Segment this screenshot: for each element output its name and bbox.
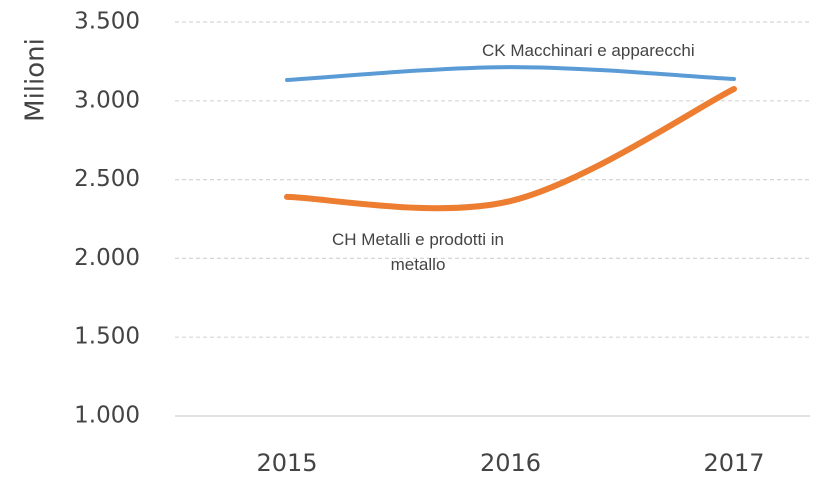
x-tick-label: 2017 (703, 449, 764, 477)
y-tick-label: 2.500 (74, 166, 140, 192)
y-tick-label: 3.500 (74, 9, 140, 35)
series-line (284, 85, 737, 212)
y-tick-label: 1.500 (74, 324, 140, 350)
x-tick-label: 2015 (256, 449, 317, 477)
series-label: CH Metalli e prodotti in metallo (332, 230, 504, 274)
y-tick-label: 2.000 (74, 245, 140, 271)
y-tick-label: 3.000 (74, 87, 140, 113)
y-tick-label: 1.000 (74, 403, 140, 429)
series-line (285, 65, 736, 82)
series-label: CK Macchinari e apparecchi (482, 41, 695, 60)
x-tick-label: 2016 (480, 449, 541, 477)
y-axis-label: Milioni (21, 38, 51, 122)
